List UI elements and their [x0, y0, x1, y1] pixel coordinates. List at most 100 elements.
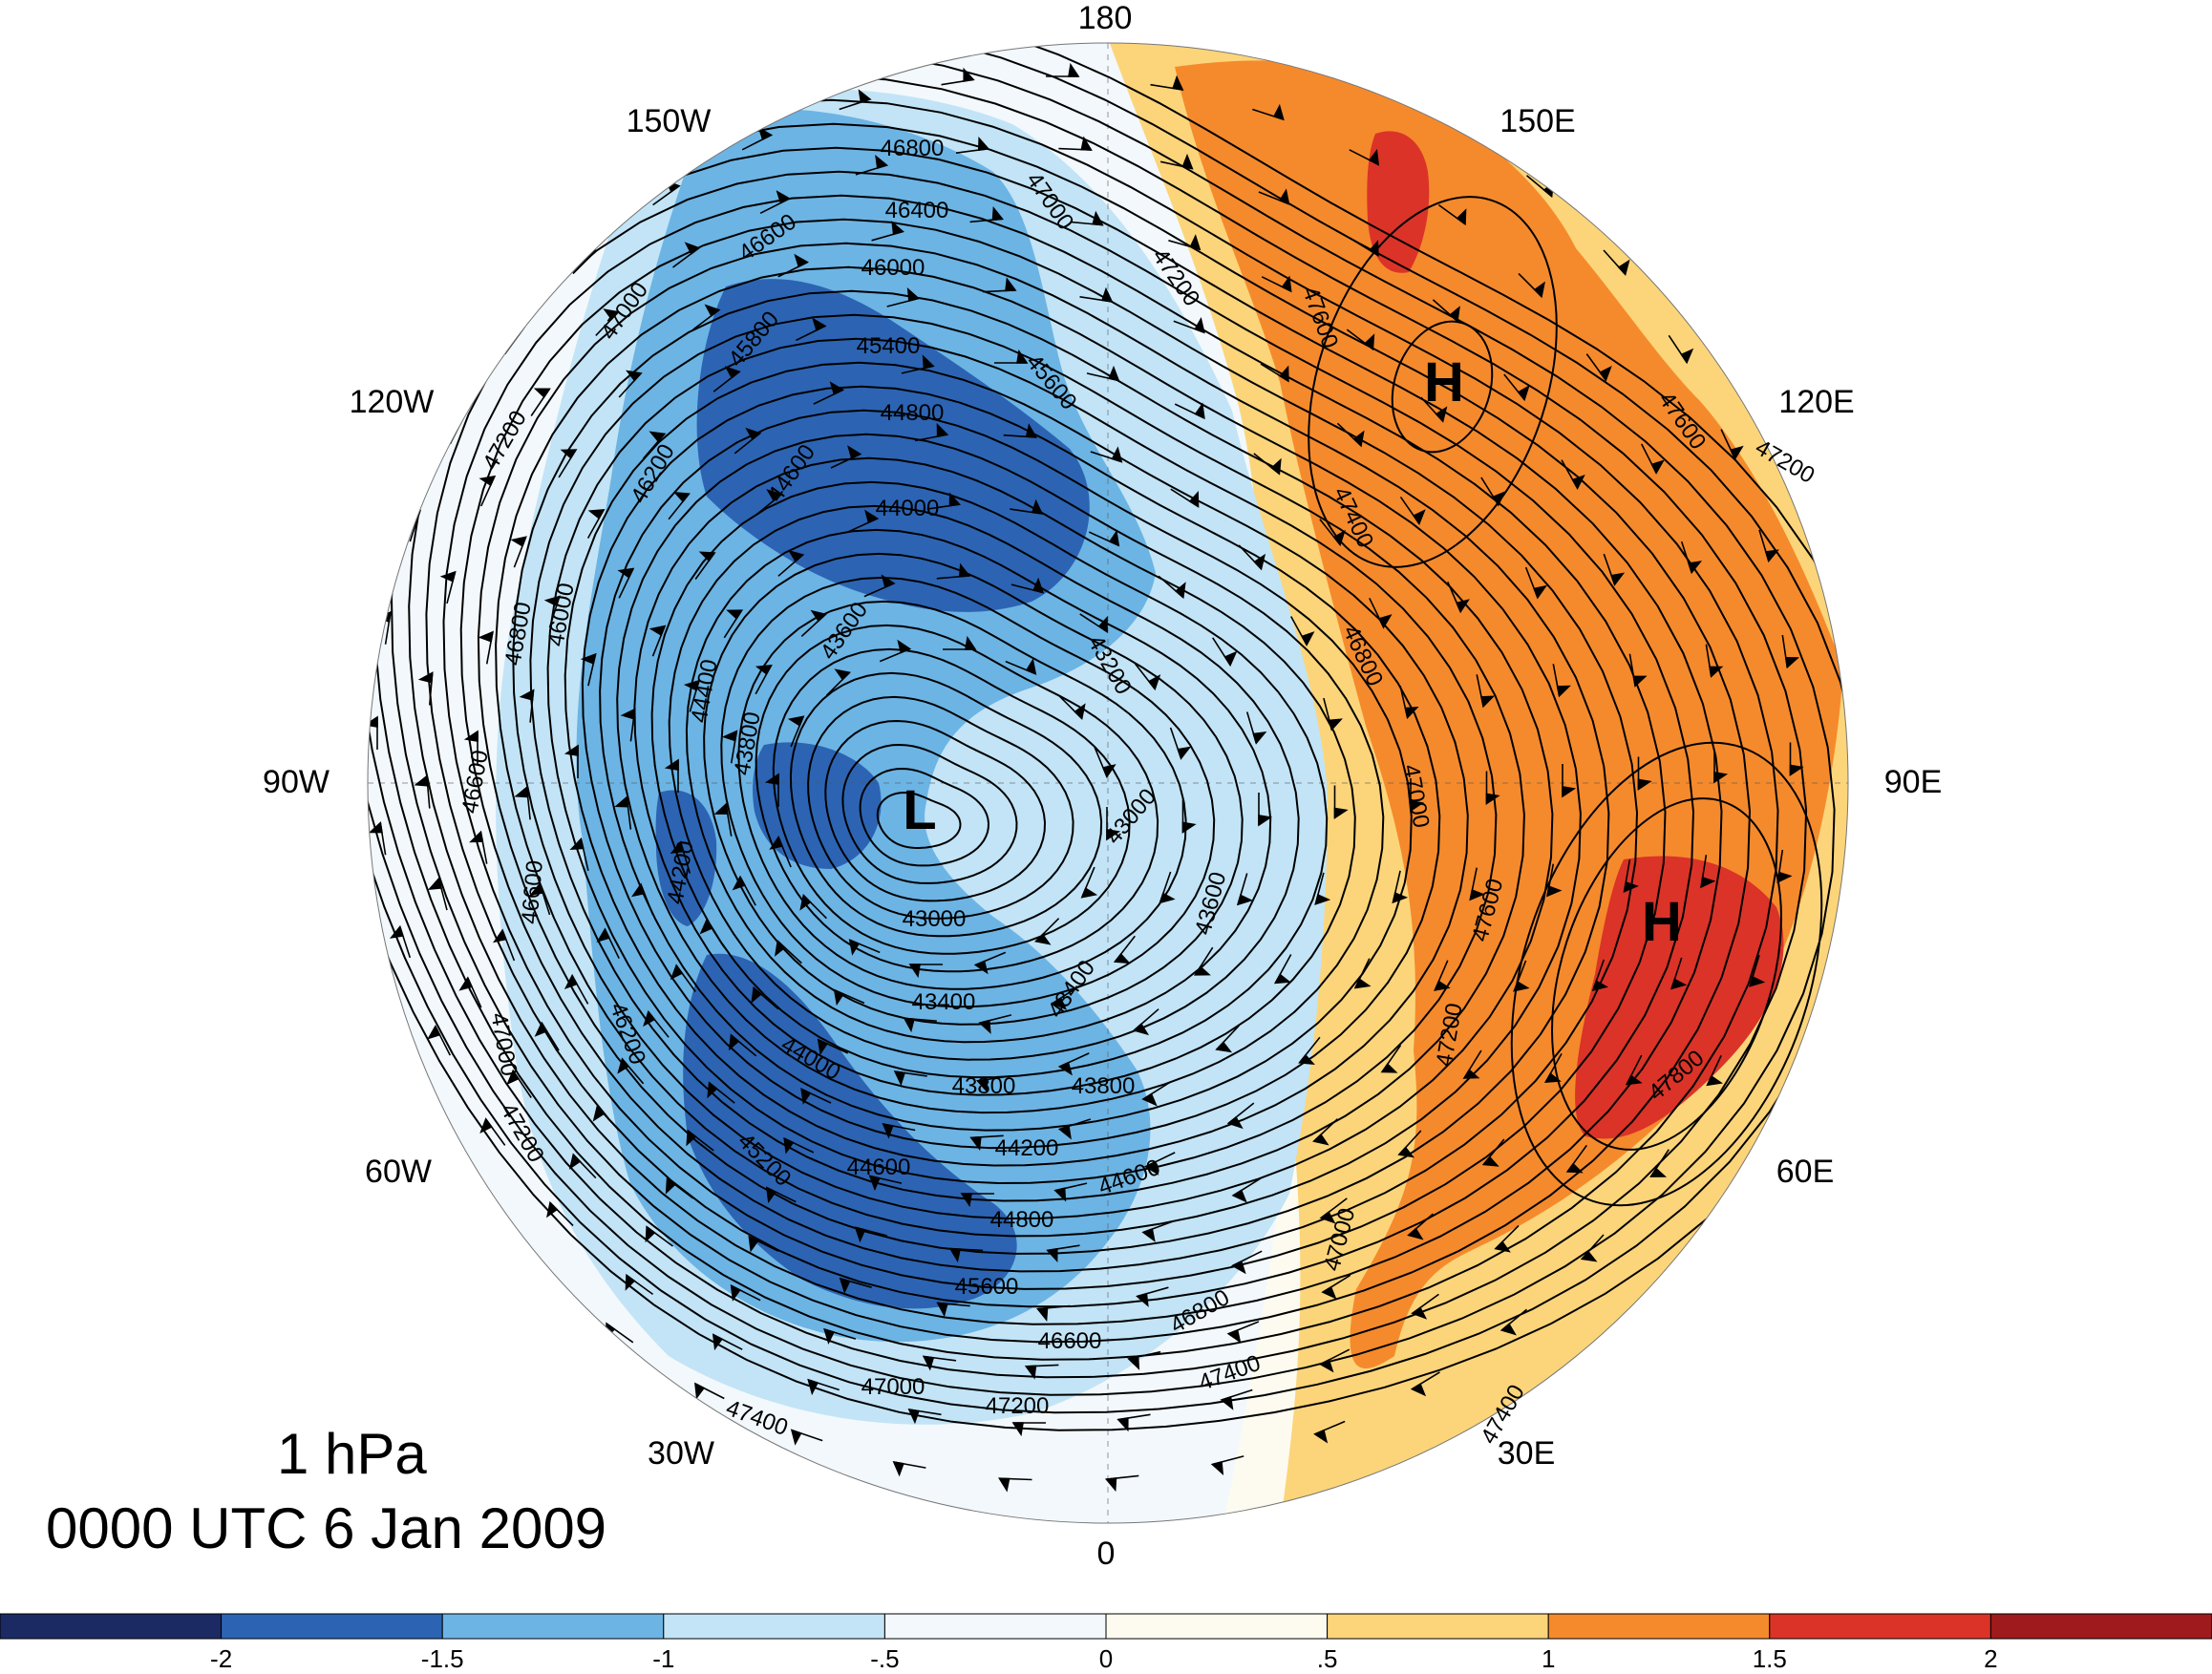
wind-barb	[775, 939, 802, 964]
wind-barb	[586, 508, 606, 539]
wind-barb	[713, 366, 741, 392]
wind-barb	[1720, 429, 1744, 461]
shade-negative-1-5-northwest	[696, 279, 1090, 612]
wind-barb	[1094, 746, 1117, 778]
wind-barb	[1193, 946, 1214, 976]
wind-barb	[614, 795, 632, 830]
wind-barb	[741, 126, 774, 151]
height-contour	[876, 791, 962, 849]
wind-barb	[479, 264, 501, 292]
wind-barb	[1350, 238, 1379, 257]
height-contour	[650, 480, 1329, 1079]
contour-label: 46600	[517, 859, 548, 925]
wind-barb	[854, 1226, 887, 1243]
wind-barb	[1215, 1025, 1240, 1053]
colorbar-swatch	[1105, 1613, 1329, 1640]
longitude-label: 150E	[1499, 103, 1575, 139]
wind-barb	[479, 475, 497, 507]
wind-barb	[1494, 1224, 1520, 1253]
wind-barb	[1344, 60, 1376, 78]
height-contour	[859, 767, 990, 867]
longitude-label: 0	[1097, 1536, 1116, 1572]
wind-barb	[1623, 859, 1639, 894]
wind-barb	[1298, 1036, 1321, 1065]
wind-barb	[1010, 498, 1044, 515]
wind-barb	[1090, 446, 1123, 463]
wind-barb	[550, 184, 576, 212]
height-contours	[368, 43, 1848, 1431]
wind-barb	[1705, 644, 1724, 678]
wind-barb	[620, 708, 636, 742]
wind-barb	[649, 625, 667, 657]
height-contour	[564, 361, 1469, 1167]
wind-barb	[1258, 793, 1273, 827]
wind-barb	[1057, 1052, 1090, 1076]
wind-barb	[892, 1460, 926, 1477]
wind-barb	[1789, 742, 1804, 776]
wind-barb	[707, 1081, 735, 1104]
wind-barb	[907, 1408, 942, 1425]
height-contour	[1510, 741, 1823, 1207]
wind-barb	[1150, 74, 1184, 92]
wind-barb	[694, 551, 716, 580]
wind-barb	[969, 1134, 1004, 1151]
longitude-label: 120W	[350, 384, 435, 420]
colorbar-swatch	[221, 1613, 443, 1640]
wind-barb	[519, 689, 535, 723]
wind-barb	[617, 1057, 645, 1085]
wind-barb	[478, 630, 494, 665]
wind-barb	[396, 1073, 422, 1104]
wind-barb	[1127, 1350, 1161, 1370]
wind-barb	[670, 964, 696, 992]
colorbar-tick-label: 1.5	[1753, 1644, 1787, 1673]
contour-label: 46400	[885, 198, 949, 223]
colorbar-swatch	[1547, 1613, 1771, 1640]
shade-positive-1-5-north	[1367, 131, 1430, 273]
longitude-label: 180	[1078, 0, 1133, 36]
longitude-label: 150W	[627, 103, 712, 139]
wind-barb	[901, 354, 935, 374]
wind-barb	[813, 381, 845, 405]
wind-barb	[454, 1166, 480, 1195]
wind-barb	[510, 536, 527, 568]
wind-barb	[871, 221, 904, 242]
wind-barb	[1252, 103, 1285, 121]
wind-barb	[1181, 799, 1197, 834]
wind-barb	[389, 924, 412, 959]
contour-label: 44000	[876, 496, 940, 521]
wind-barb	[1706, 1055, 1724, 1087]
wind-barb	[1513, 960, 1530, 992]
wind-barb	[1231, 1250, 1263, 1275]
wind-barb	[617, 567, 635, 599]
wind-barb	[1261, 275, 1292, 293]
wind-barb	[1432, 299, 1460, 323]
wind-barb	[1668, 334, 1694, 365]
wind-barb	[1141, 1081, 1172, 1107]
wind-barb	[1080, 866, 1098, 899]
wind-barb	[1503, 373, 1530, 402]
wind-barb	[664, 758, 679, 793]
wind-barb	[419, 351, 438, 382]
height-contour	[368, 43, 1848, 1431]
wind-barb	[1353, 958, 1372, 989]
longitude-label: 90E	[1884, 764, 1943, 800]
longitude-label: 30W	[648, 1435, 714, 1472]
wind-barb	[978, 1014, 1012, 1034]
wind-barb	[1758, 529, 1779, 563]
wind-barb	[723, 63, 755, 88]
wind-barb	[643, 1009, 670, 1038]
wind-barb	[1499, 1308, 1528, 1336]
colorbar-tick-label: -2	[210, 1644, 232, 1673]
wind-barb	[1749, 954, 1766, 987]
wind-barb	[1628, 653, 1648, 688]
wind-barb	[569, 837, 589, 871]
wind-barb	[479, 1117, 506, 1146]
wind-barb	[1397, 1130, 1422, 1158]
wind-barb	[506, 1069, 532, 1098]
wind-barb	[1273, 954, 1292, 985]
wind-barb	[642, 431, 667, 459]
wind-barb	[564, 973, 589, 1005]
height-contour	[368, 43, 1848, 1414]
wind-barb	[734, 427, 762, 455]
wind-barb	[1776, 849, 1793, 883]
